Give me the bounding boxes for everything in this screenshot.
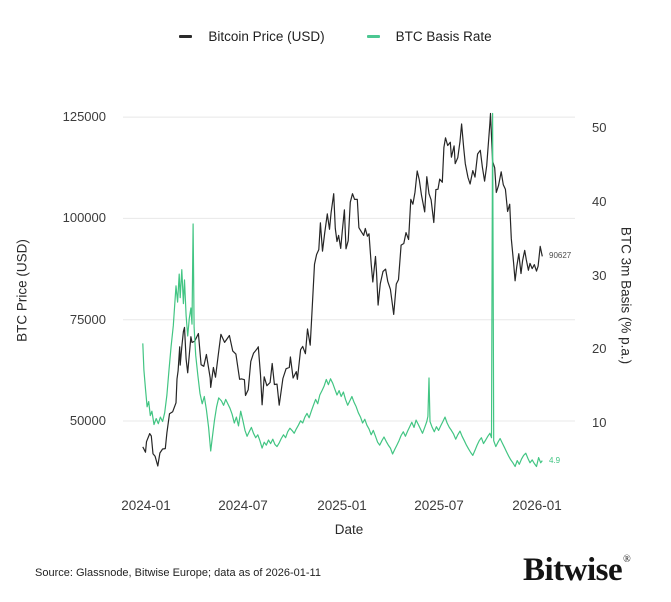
y-axis-right-title: BTC 3m Basis (% p.a.) bbox=[618, 226, 634, 365]
bitwise-logo-text: Bitwise bbox=[523, 552, 623, 588]
y-tick-right: 50 bbox=[592, 120, 607, 135]
legend-label: BTC Basis Rate bbox=[395, 29, 492, 44]
chart-legend: Bitcoin Price (USD) BTC Basis Rate bbox=[0, 29, 671, 44]
series-line-btc-basis-rate bbox=[142, 112, 543, 468]
series-line-bitcoin-price-usd- bbox=[142, 112, 543, 467]
legend-item: BTC Basis Rate bbox=[366, 29, 492, 44]
series-last-value-label: 4.9 bbox=[549, 456, 561, 465]
x-tick: 2026-01 bbox=[512, 498, 562, 513]
y-tick-right: 30 bbox=[592, 268, 607, 283]
y-tick-right: 10 bbox=[592, 415, 607, 430]
y-tick-left: 75000 bbox=[69, 312, 106, 327]
legend-swatch-icon bbox=[179, 35, 193, 38]
x-tick: 2025-07 bbox=[414, 498, 464, 513]
y-tick-left: 125000 bbox=[62, 109, 106, 124]
y-tick-left: 100000 bbox=[62, 210, 106, 225]
y-axis-left-title: BTC Price (USD) bbox=[14, 239, 30, 342]
y-tick-left: 50000 bbox=[69, 413, 106, 428]
y-tick-right: 20 bbox=[592, 341, 607, 356]
x-axis-title: Date bbox=[334, 522, 364, 537]
legend-label: Bitcoin Price (USD) bbox=[208, 29, 325, 44]
legend-swatch-icon bbox=[366, 35, 380, 38]
x-tick: 2024-01 bbox=[121, 498, 171, 513]
series-last-value-label: 90627 bbox=[549, 251, 572, 260]
x-tick: 2024-07 bbox=[218, 498, 268, 513]
source-note: Source: Glassnode, Bitwise Europe; data … bbox=[35, 567, 321, 579]
registered-trademark-icon: ® bbox=[623, 554, 631, 565]
legend-item: Bitcoin Price (USD) bbox=[179, 29, 325, 44]
bitwise-logo: Bitwise® bbox=[523, 552, 631, 589]
x-tick: 2025-01 bbox=[317, 498, 367, 513]
y-tick-right: 40 bbox=[592, 194, 607, 209]
